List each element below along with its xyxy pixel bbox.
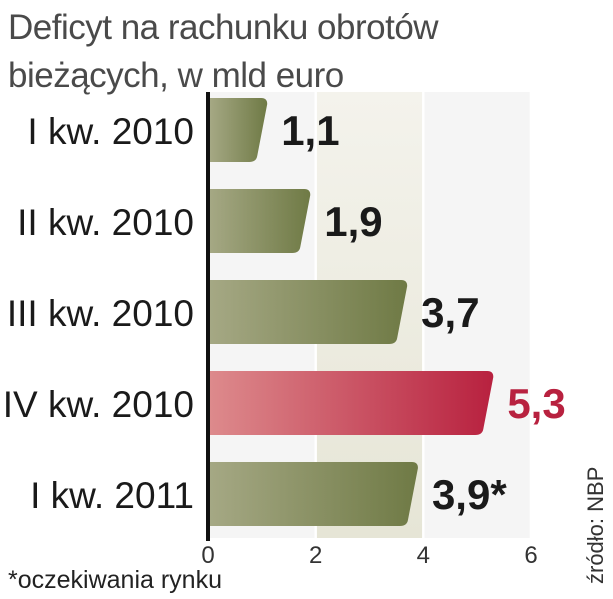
value-label-5: 3,9* — [432, 471, 507, 518]
x-tick-label-4: 4 — [417, 542, 430, 569]
x-tick-label-2: 2 — [309, 542, 322, 569]
bar-5 — [210, 462, 418, 526]
x-tick-label-0: 0 — [201, 542, 214, 569]
chart-title-line-1: Deficyt na rachunku obrotów — [8, 8, 439, 47]
footnote: *oczekiwania rynku — [8, 566, 222, 594]
chart-title: Deficyt na rachunku obrotów bieżących, w… — [8, 4, 568, 100]
category-label-1: I kw. 2010 — [27, 111, 194, 152]
source-note: źródło: NBP — [583, 466, 608, 584]
bar-1 — [210, 98, 268, 162]
value-label-2: 1,9 — [324, 198, 382, 245]
category-label-5: I kw. 2011 — [30, 475, 194, 516]
value-label-4: 5,3 — [507, 380, 565, 427]
category-label-3: III kw. 2010 — [7, 293, 194, 334]
value-label-1: 1,1 — [281, 107, 339, 154]
category-label-2: II kw. 2010 — [17, 202, 194, 243]
chart-title-line-2: bieżących, w mld euro — [8, 56, 344, 95]
bar-2 — [210, 189, 311, 253]
x-tick-label-6: 6 — [524, 542, 537, 569]
bar-4 — [210, 371, 494, 435]
value-label-3: 3,7 — [421, 289, 479, 336]
category-label-4: IV kw. 2010 — [3, 384, 194, 425]
bar-3 — [210, 280, 408, 344]
